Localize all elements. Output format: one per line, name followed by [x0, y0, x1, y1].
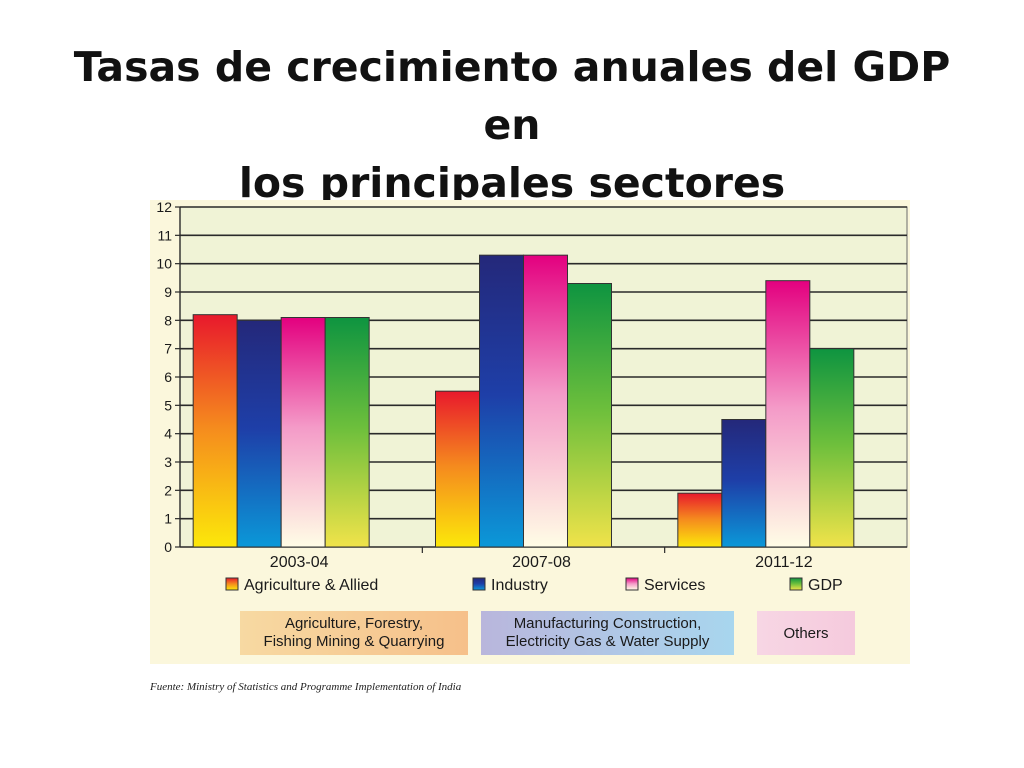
note-box-3 [757, 611, 855, 655]
ytick-label-9: 9 [164, 284, 172, 300]
note-1-line-2: Fishing Mining & Quarrying [264, 633, 445, 650]
legend-label-industry: Industry [491, 577, 548, 594]
bars [192, 254, 855, 548]
bar-services-2011-12 [765, 280, 811, 548]
title-line-2: los principales sectores [238, 159, 786, 207]
bar-agriculture-and-allied-2011-12 [677, 492, 723, 548]
category-label-2007-08: 2007-08 [512, 554, 571, 571]
bar-gdp-2011-12 [809, 348, 855, 548]
bar-industry-2011-12 [721, 419, 767, 548]
bar-agriculture-and-allied-2007-08 [435, 390, 480, 548]
ytick-label-4: 4 [164, 426, 172, 442]
ytick-label-12: 12 [156, 199, 172, 215]
category-label-2003-04: 2003-04 [270, 554, 329, 571]
category-label-2011-12: 2011-12 [755, 554, 813, 571]
note-box-2 [481, 611, 734, 655]
ytick-label-5: 5 [164, 397, 172, 413]
legend-swatch-services [625, 577, 639, 591]
source-note: Fuente: Ministry of Statistics and Progr… [150, 681, 462, 693]
bar-services-2003-04 [280, 317, 326, 548]
note-3-line-1: Others [783, 625, 828, 642]
legend-swatch-gdp [789, 577, 803, 591]
bar-agriculture-and-allied-2003-04 [192, 314, 238, 548]
bar-gdp-2003-04 [324, 317, 370, 548]
sector-notes: Agriculture, Forestry,Fishing Mining & Q… [240, 611, 855, 655]
title-line-1: Tasas de crecimiento anuales del GDP en [73, 43, 951, 149]
legend-label-services: Services [644, 577, 705, 594]
note-2-line-2: Electricity Gas & Water Supply [506, 633, 710, 650]
slide-title: Tasas de crecimiento anuales del GDP en … [40, 38, 984, 212]
ytick-label-7: 7 [164, 341, 172, 357]
legend-swatch-industry [472, 577, 486, 591]
x-axis-categories: 2003-04 2007-08 2011-12 [270, 547, 813, 571]
bar-services-2007-08 [523, 254, 568, 548]
legend-swatch-agriculture-and-allied [225, 577, 239, 591]
legend: Agriculture & Allied Industry Services GDP [225, 577, 843, 594]
ytick-label-2: 2 [164, 482, 172, 498]
bar-industry-2003-04 [236, 319, 282, 548]
bar-industry-2007-08 [479, 254, 524, 548]
legend-label-gdp: GDP [808, 577, 843, 594]
ytick-label-1: 1 [164, 511, 172, 527]
ytick-label-0: 0 [164, 539, 172, 555]
note-box-1 [240, 611, 468, 655]
ytick-label-10: 10 [156, 256, 172, 272]
legend-label-agriculture-and-allied: Agriculture & Allied [244, 577, 378, 594]
ytick-label-8: 8 [164, 312, 172, 328]
note-2-line-1: Manufacturing Construction, [514, 615, 702, 632]
note-1-line-1: Agriculture, Forestry, [285, 615, 423, 632]
ytick-label-6: 6 [164, 369, 172, 385]
ytick-label-11: 11 [157, 227, 172, 243]
bar-gdp-2007-08 [567, 283, 612, 548]
ytick-label-3: 3 [164, 454, 172, 470]
